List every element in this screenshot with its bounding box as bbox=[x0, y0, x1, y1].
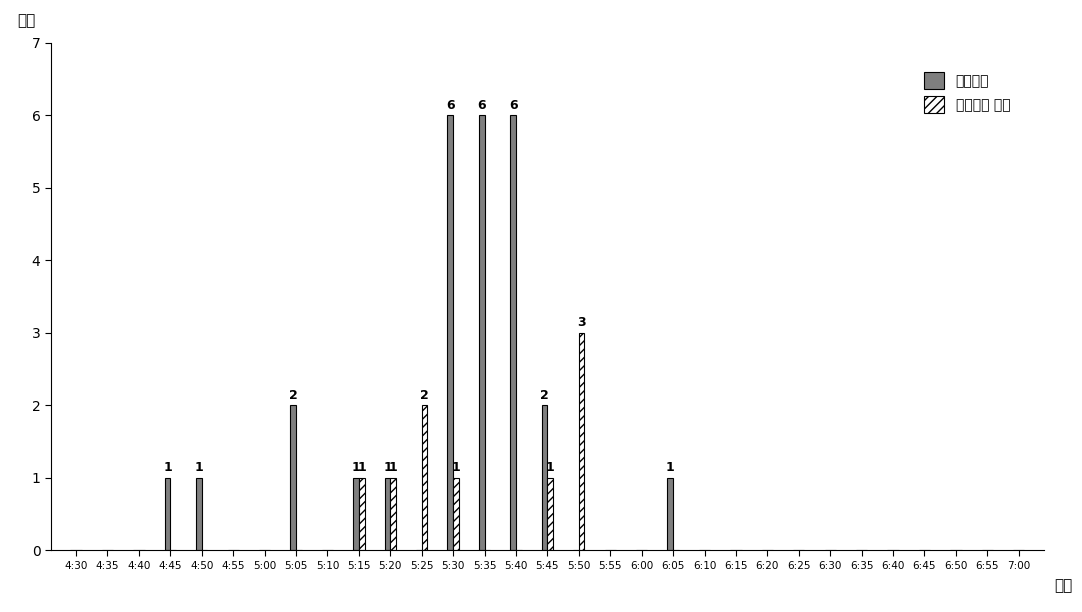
Text: 1: 1 bbox=[388, 461, 397, 474]
Text: 1: 1 bbox=[545, 461, 555, 474]
Bar bbox=[359, 478, 365, 550]
Text: 6: 6 bbox=[477, 99, 486, 112]
Bar bbox=[391, 478, 396, 550]
Bar bbox=[290, 405, 296, 550]
Text: 1: 1 bbox=[163, 461, 172, 474]
Bar bbox=[542, 405, 547, 550]
Bar bbox=[422, 405, 427, 550]
Bar bbox=[453, 478, 459, 550]
Bar bbox=[384, 478, 391, 550]
X-axis label: 시각: 시각 bbox=[1055, 578, 1073, 593]
Bar bbox=[579, 333, 584, 550]
Text: 1: 1 bbox=[451, 461, 460, 474]
Text: 1: 1 bbox=[357, 461, 366, 474]
Bar bbox=[164, 478, 170, 550]
Bar bbox=[547, 478, 553, 550]
Bar bbox=[511, 116, 516, 550]
Text: 3: 3 bbox=[578, 316, 586, 329]
Text: 2: 2 bbox=[289, 389, 298, 401]
Text: 6: 6 bbox=[446, 99, 454, 112]
Y-axis label: 횟수: 횟수 bbox=[17, 13, 36, 28]
Bar bbox=[668, 478, 673, 550]
Legend: 오금공원, 송추계곡 산림: 오금공원, 송추계곡 산림 bbox=[916, 65, 1017, 120]
Text: 2: 2 bbox=[420, 389, 428, 401]
Bar bbox=[353, 478, 359, 550]
Text: 2: 2 bbox=[540, 389, 549, 401]
Bar bbox=[479, 116, 485, 550]
Text: 1: 1 bbox=[665, 461, 675, 474]
Text: 1: 1 bbox=[195, 461, 203, 474]
Text: 6: 6 bbox=[509, 99, 517, 112]
Text: 1: 1 bbox=[352, 461, 360, 474]
Bar bbox=[196, 478, 201, 550]
Bar bbox=[448, 116, 453, 550]
Text: 1: 1 bbox=[383, 461, 392, 474]
